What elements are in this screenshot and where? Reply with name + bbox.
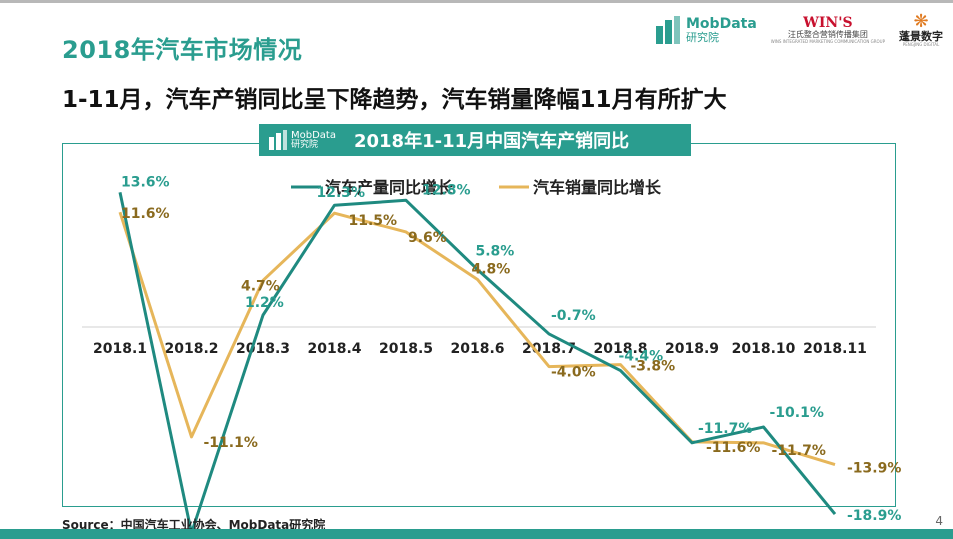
data-label-production: -10.1% bbox=[770, 405, 824, 421]
data-label-production: -0.7% bbox=[551, 308, 596, 324]
mobdata-logo-name: MobData bbox=[686, 15, 757, 32]
chart-title-banner: MobData 研究院 2018年1-11月中国汽车产销同比 bbox=[259, 124, 691, 156]
x-tick-label: 2018.2 bbox=[164, 341, 218, 357]
pengjing-logo-tiny: PENGJING DIGITAL bbox=[902, 41, 940, 47]
mobdata-logo-sub: 研究院 bbox=[686, 30, 719, 44]
mobdata-mark-icon bbox=[656, 16, 680, 44]
wins-logo-sub: 汪氏整合营销传播集团 bbox=[787, 30, 868, 40]
data-label-production: 5.8% bbox=[476, 244, 515, 260]
page-title: 2018年汽车市场情况 bbox=[62, 36, 303, 64]
x-tick-label: 2018.11 bbox=[803, 341, 867, 357]
x-tick-label: 2018.9 bbox=[665, 341, 719, 357]
page-subtitle: 1-11月，汽车产销同比呈下降趋势，汽车销量降幅11月有所扩大 bbox=[62, 87, 727, 113]
data-label-sales: -11.1% bbox=[204, 435, 258, 451]
data-label-sales: -13.9% bbox=[847, 461, 901, 477]
chart-banner-mark-icon bbox=[269, 130, 287, 150]
x-tick-label: 2018.7 bbox=[522, 341, 576, 357]
series-line-production bbox=[118, 192, 837, 535]
data-label-production: 12.3% bbox=[317, 185, 366, 201]
page-number: 4 bbox=[935, 514, 943, 528]
chart-banner-logo: MobData 研究院 bbox=[269, 130, 336, 150]
data-label-production: -18.9% bbox=[847, 508, 901, 524]
x-tick-label: 2018.10 bbox=[732, 341, 796, 357]
pengjing-logo: ❋ 蓬景数字 PENGJING DIGITAL bbox=[899, 10, 943, 47]
mobdata-logo: MobData 研究院 bbox=[656, 16, 757, 44]
logo-strip: MobData 研究院 WIN'S 汪氏整合营销传播集团 WINS INTEGR… bbox=[656, 8, 943, 52]
data-label-sales: -11.6% bbox=[706, 440, 760, 456]
wins-logo-name: WIN'S bbox=[803, 14, 853, 31]
x-tick-label: 2018.5 bbox=[379, 341, 433, 357]
legend-label-production: 汽车产量同比增长 bbox=[325, 178, 454, 197]
data-label-production: 13.6% bbox=[121, 174, 170, 190]
wins-logo: WIN'S 汪氏整合营销传播集团 WINS INTEGRATED MARKETI… bbox=[770, 14, 885, 45]
legend-label-sales: 汽车销量同比增长 bbox=[533, 178, 662, 197]
x-tick-label: 2018.8 bbox=[593, 341, 647, 357]
series-line-sales bbox=[118, 211, 836, 467]
data-label-sales: 11.5% bbox=[349, 213, 398, 229]
chart-banner-logo-sub: 研究院 bbox=[291, 139, 319, 150]
pengjing-logo-name: 蓬景数字 bbox=[899, 29, 943, 43]
data-label-sales: 4.7% bbox=[241, 278, 280, 294]
footer-bar bbox=[0, 529, 953, 539]
data-label-production: 1.2% bbox=[245, 295, 284, 311]
x-tick-label: 2018.3 bbox=[236, 341, 290, 357]
chart-banner-logo-name: MobData bbox=[291, 129, 336, 141]
chart-title: 2018年1-11月中国汽车产销同比 bbox=[353, 131, 630, 152]
data-label-production: 12.8% bbox=[422, 182, 471, 198]
x-tick-label: 2018.1 bbox=[93, 341, 147, 357]
data-label-production: -4.4% bbox=[619, 349, 664, 365]
data-label-sales: 9.6% bbox=[408, 230, 447, 246]
data-label-sales: -3.8% bbox=[631, 359, 676, 375]
x-tick-label: 2018.6 bbox=[450, 341, 504, 357]
source-note: Source：中国汽车工业协会、MobData研究院 bbox=[62, 518, 326, 532]
data-label-sales: 11.6% bbox=[121, 206, 170, 222]
data-label-sales: -11.7% bbox=[772, 443, 826, 459]
data-label-sales: -4.0% bbox=[551, 365, 596, 381]
x-tick-label: 2018.4 bbox=[307, 341, 361, 357]
top-divider bbox=[0, 0, 953, 3]
data-label-production: -11.7% bbox=[698, 421, 752, 437]
wins-logo-tiny: WINS INTEGRATED MARKETING COMMUNICATION … bbox=[770, 38, 885, 44]
pengjing-mark-icon: ❋ bbox=[913, 10, 929, 32]
data-label-sales: 4.8% bbox=[472, 261, 511, 277]
